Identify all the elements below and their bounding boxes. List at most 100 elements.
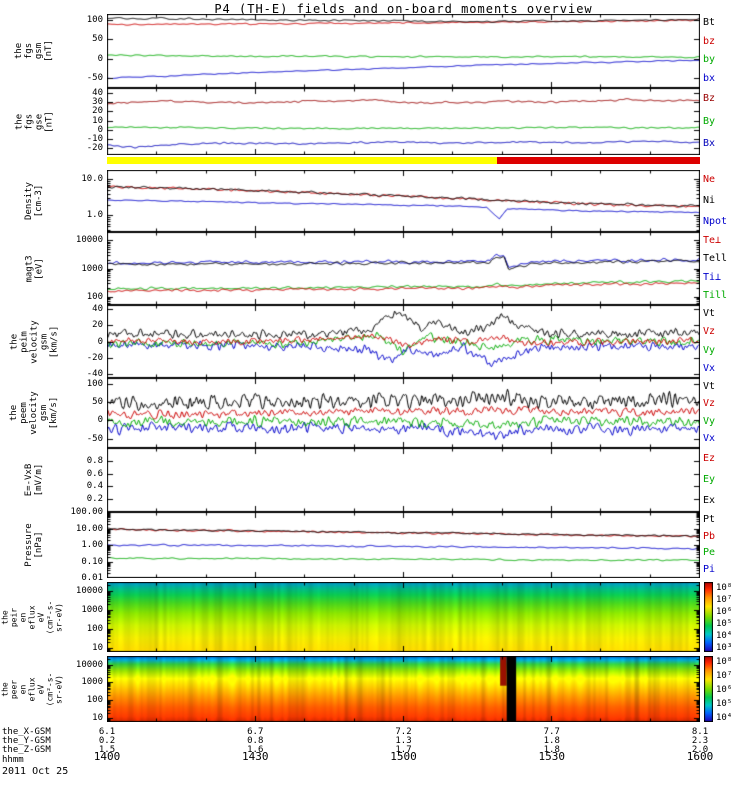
y-tick-label: 100 (86, 623, 103, 634)
y-tick-label: 1000 (81, 677, 103, 688)
legend-label-Ey: Ey (703, 474, 716, 485)
y-tick-label: 10 (92, 642, 103, 653)
legend-label-Till: Till (703, 289, 728, 301)
y-tick-label: 0.4 (86, 481, 103, 492)
legend-label-Bt: Bt (703, 17, 716, 29)
footer-row-label: the_X-GSM (2, 727, 51, 737)
y-tick-label: 0 (97, 53, 103, 64)
quality-flag-segment (107, 157, 497, 164)
legend-label-Ni: Ni (703, 195, 716, 206)
legend-label-Vz: Vz (703, 326, 716, 338)
footer-coord-value: 1.7 (395, 745, 412, 755)
y-tick-label: 10000 (75, 659, 103, 670)
y-tick-label: 50 (92, 396, 103, 407)
legend-label-By: By (703, 115, 716, 127)
y-tick-label: 50 (92, 34, 103, 45)
footer-coord-value: 6.1 (98, 727, 116, 737)
legend-label-Ne: Ne (703, 174, 716, 186)
y-tick-label: 30 (92, 96, 103, 107)
colorbar-tick-label: 10⁴ (716, 713, 733, 723)
colorbar-tick-label: 10⁸ (716, 583, 733, 593)
footer-coord-value: 7.2 (395, 727, 412, 737)
y-tick-label: 0 (97, 124, 103, 135)
colorbar-tick-label: 10⁷ (716, 595, 733, 605)
panel-canvas-fgs-gsm (107, 14, 700, 88)
y-tick-label: 100 (86, 14, 103, 25)
legend-label-Pt: Pt (703, 514, 716, 526)
panel-canvas-peir-eflux (107, 582, 700, 652)
footer-coord-value: 1.8 (543, 745, 560, 755)
y-tick-label: 0.8 (86, 455, 103, 466)
colorbar-tick-label: 10⁵ (716, 699, 733, 709)
y-tick-label: 10 (92, 713, 103, 724)
footer-coord-value: 1.5 (98, 745, 116, 755)
footer-coord-value: 1.6 (247, 745, 264, 755)
legend-label-Pb: Pb (703, 530, 716, 542)
y-tick-label: 10.00 (75, 523, 103, 534)
panel-canvas-peim-velocity (107, 305, 700, 378)
colorbar-tick-label: 10⁷ (716, 671, 733, 681)
x-tick-label: 1600 (686, 750, 714, 763)
x-tick-label: 1500 (390, 750, 417, 763)
footer-coord-value: 2.3 (691, 736, 709, 746)
y-tick-label: 10000 (75, 235, 103, 246)
panel-canvas-magt3 (107, 232, 700, 305)
x-tick-label: 1530 (538, 750, 566, 763)
panel-canvas-density (107, 170, 700, 232)
y-tick-label: 1.0 (86, 210, 103, 221)
legend-label-Vz: Vz (703, 398, 716, 410)
legend-label-Pi: Pi (703, 563, 716, 575)
footer-row-label: the_Z-GSM (2, 745, 51, 755)
colorbar-tick-label: 10⁸ (716, 657, 733, 667)
colorbar-tick-label: 10⁴ (716, 631, 733, 641)
legend-label-Bz: Bz (703, 93, 716, 105)
legend-label-Vx: Vx (703, 433, 716, 445)
colorbar-peir-eflux (704, 582, 713, 652)
y-tick-label: -10 (86, 134, 103, 145)
legend-label-Npot: Npot (703, 215, 728, 227)
footer-coord-value: 0.2 (98, 736, 116, 746)
colorbar-tick-label: 10⁵ (716, 619, 733, 629)
y-tick-label: 1000 (81, 604, 103, 615)
y-tick-label: 0.2 (86, 494, 103, 505)
y-tick-label: -50 (86, 73, 103, 84)
legend-label-by: by (703, 54, 716, 66)
colorbar-peer-eflux (704, 656, 713, 722)
y-tick-label: -20 (86, 352, 103, 363)
panel-canvas-fgs-gse (107, 88, 700, 155)
time-axis-unit-label: hhmm (2, 755, 24, 765)
footer-coord-value: 8.1 (691, 727, 709, 737)
footer-coord-value: 1.8 (543, 736, 560, 746)
y-tick-label: 0.6 (86, 468, 103, 479)
legend-label-Ez: Ez (703, 452, 716, 464)
colorbar-tick-label: 10⁶ (716, 607, 733, 617)
legend-label-Ex: Ex (703, 495, 716, 507)
legend-label-bz: bz (703, 35, 716, 47)
date-label: 2011 Oct 25 (2, 766, 69, 777)
panel-canvas-e-vxb (107, 448, 700, 512)
legend-label-Vt: Vt (703, 380, 716, 392)
legend-label-Vy: Vy (703, 415, 716, 427)
y-tick-label: 1000 (81, 263, 103, 274)
legend-label-bx: bx (703, 72, 716, 84)
y-tick-label: 0.10 (81, 556, 103, 567)
legend-label-Vy: Vy (703, 344, 716, 356)
y-tick-label: 40 (92, 87, 103, 98)
y-tick-label: 1.00 (81, 540, 103, 550)
y-tick-label: -20 (86, 143, 103, 154)
y-tick-label: 20 (92, 106, 103, 117)
y-tick-label: -50 (86, 433, 103, 444)
y-tick-label: 100 (86, 695, 103, 706)
legend-label-Ti⊥: Ti⊥ (703, 271, 722, 283)
y-tick-label: 100 (86, 291, 103, 302)
legend-label-Bx: Bx (703, 137, 716, 149)
y-tick-label: 0 (97, 336, 103, 347)
y-tick-label: 10000 (75, 586, 103, 597)
y-tick-label: 100.00 (70, 507, 103, 517)
y-tick-label: 40 (92, 304, 103, 315)
footer-coord-value: 2.0 (691, 745, 709, 755)
footer-coord-value: 7.7 (543, 727, 560, 737)
y-tick-label: -40 (86, 368, 103, 379)
y-tick-label: 20 (92, 320, 103, 331)
